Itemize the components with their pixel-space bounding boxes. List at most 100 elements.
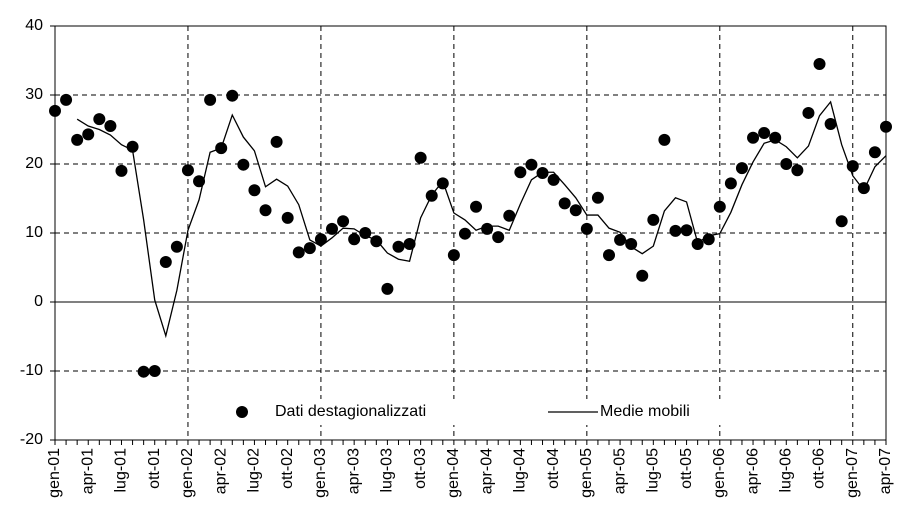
data-point: [381, 282, 394, 295]
data-point: [791, 164, 804, 177]
data-point: [735, 162, 748, 175]
data-point: [115, 164, 128, 177]
data-point: [625, 238, 638, 251]
data-point: [159, 255, 172, 268]
data-point: [326, 222, 338, 235]
x-tick-label: lug-06: [777, 448, 794, 493]
data-point: [802, 106, 815, 119]
data-point: [93, 113, 106, 126]
y-tick-label: -10: [20, 362, 43, 379]
x-tick-label: ott-05: [678, 448, 695, 489]
data-point: [60, 93, 73, 106]
data-point: [359, 227, 372, 239]
data-point: [481, 222, 494, 235]
data-point: [204, 93, 217, 106]
x-tick-label: apr-04: [478, 448, 495, 494]
data-point: [470, 200, 483, 213]
data-point: [436, 177, 449, 190]
data-point: [126, 140, 139, 153]
x-tick-label: lug-02: [246, 448, 263, 493]
data-point: [104, 120, 117, 133]
data-point: [647, 213, 660, 226]
data-point: [525, 158, 538, 171]
data-point: [713, 200, 726, 213]
x-tick-label: lug-04: [512, 448, 529, 493]
x-tick-label: gen-02: [179, 448, 196, 498]
data-point: [813, 57, 826, 70]
data-point: [392, 240, 405, 253]
x-tick-label: apr-02: [212, 448, 229, 494]
data-point: [292, 246, 305, 259]
data-point: [82, 128, 95, 141]
data-point: [580, 222, 593, 235]
data-point: [614, 233, 627, 246]
data-point: [868, 146, 881, 159]
data-point: [181, 164, 194, 177]
y-tick-label: 40: [25, 17, 43, 34]
data-point: [780, 158, 793, 170]
y-tick-label: -20: [20, 431, 43, 448]
data-point: [226, 89, 239, 102]
x-tick-label: gen-04: [445, 448, 462, 498]
plot-frame: [54, 25, 887, 441]
y-tick-label: 30: [25, 86, 43, 103]
data-point: [603, 249, 615, 262]
data-point: [303, 242, 316, 255]
x-tick-label: apr-06: [744, 448, 761, 494]
x-tick-label: ott-01: [146, 448, 163, 489]
x-tick-label: ott-06: [811, 448, 828, 489]
data-point: [337, 215, 350, 228]
data-point: [148, 365, 161, 377]
x-tick-label: gen-01: [46, 448, 63, 498]
data-point: [259, 204, 272, 217]
legend-label: Medie mobili: [600, 403, 690, 420]
y-tick-label: 20: [25, 155, 43, 172]
x-tick-label: apr-07: [877, 448, 894, 494]
legend-box: [225, 399, 755, 425]
data-point: [281, 211, 294, 224]
x-tick-label: gen-05: [578, 448, 595, 498]
data-point: [558, 197, 571, 210]
data-point: [314, 233, 327, 246]
data-point: [49, 104, 61, 117]
data-point: [758, 126, 771, 139]
data-point: [503, 209, 516, 222]
data-point: [636, 269, 649, 282]
x-tick-label: lug-05: [645, 448, 662, 493]
x-tick-label: apr-05: [611, 448, 628, 494]
data-point: [248, 184, 261, 197]
x-tick-label: lug-01: [113, 448, 130, 493]
data-point: [237, 158, 250, 171]
data-point: [514, 166, 527, 179]
data-point: [71, 133, 84, 146]
x-tick-label: ott-02: [279, 448, 296, 489]
data-point: [569, 204, 582, 217]
moving-average-line: [76, 100, 887, 339]
legend-marker: [236, 406, 248, 418]
x-tick-label: gen-07: [844, 448, 861, 498]
x-tick-label: ott-04: [545, 448, 562, 489]
data-point: [547, 173, 560, 186]
x-tick-label: ott-03: [412, 448, 429, 489]
y-tick-label: 0: [34, 293, 43, 310]
x-tick-label: gen-06: [711, 448, 728, 498]
data-point: [170, 240, 183, 253]
data-point: [414, 151, 427, 164]
data-point: [835, 215, 848, 228]
data-point: [680, 224, 693, 237]
legend-label: Dati destagionalizzati: [275, 403, 426, 420]
data-point: [137, 365, 150, 378]
data-point: [846, 160, 859, 173]
x-tick-label: lug-03: [379, 448, 396, 493]
data-point: [724, 177, 737, 190]
data-point: [702, 233, 715, 246]
data-point: [880, 120, 892, 133]
x-tick-label: apr-03: [345, 448, 362, 494]
data-point: [348, 233, 361, 246]
data-point: [492, 231, 505, 244]
data-point: [458, 227, 471, 240]
x-tick-label: gen-03: [312, 448, 329, 498]
data-point: [658, 133, 671, 146]
data-point: [591, 191, 604, 204]
